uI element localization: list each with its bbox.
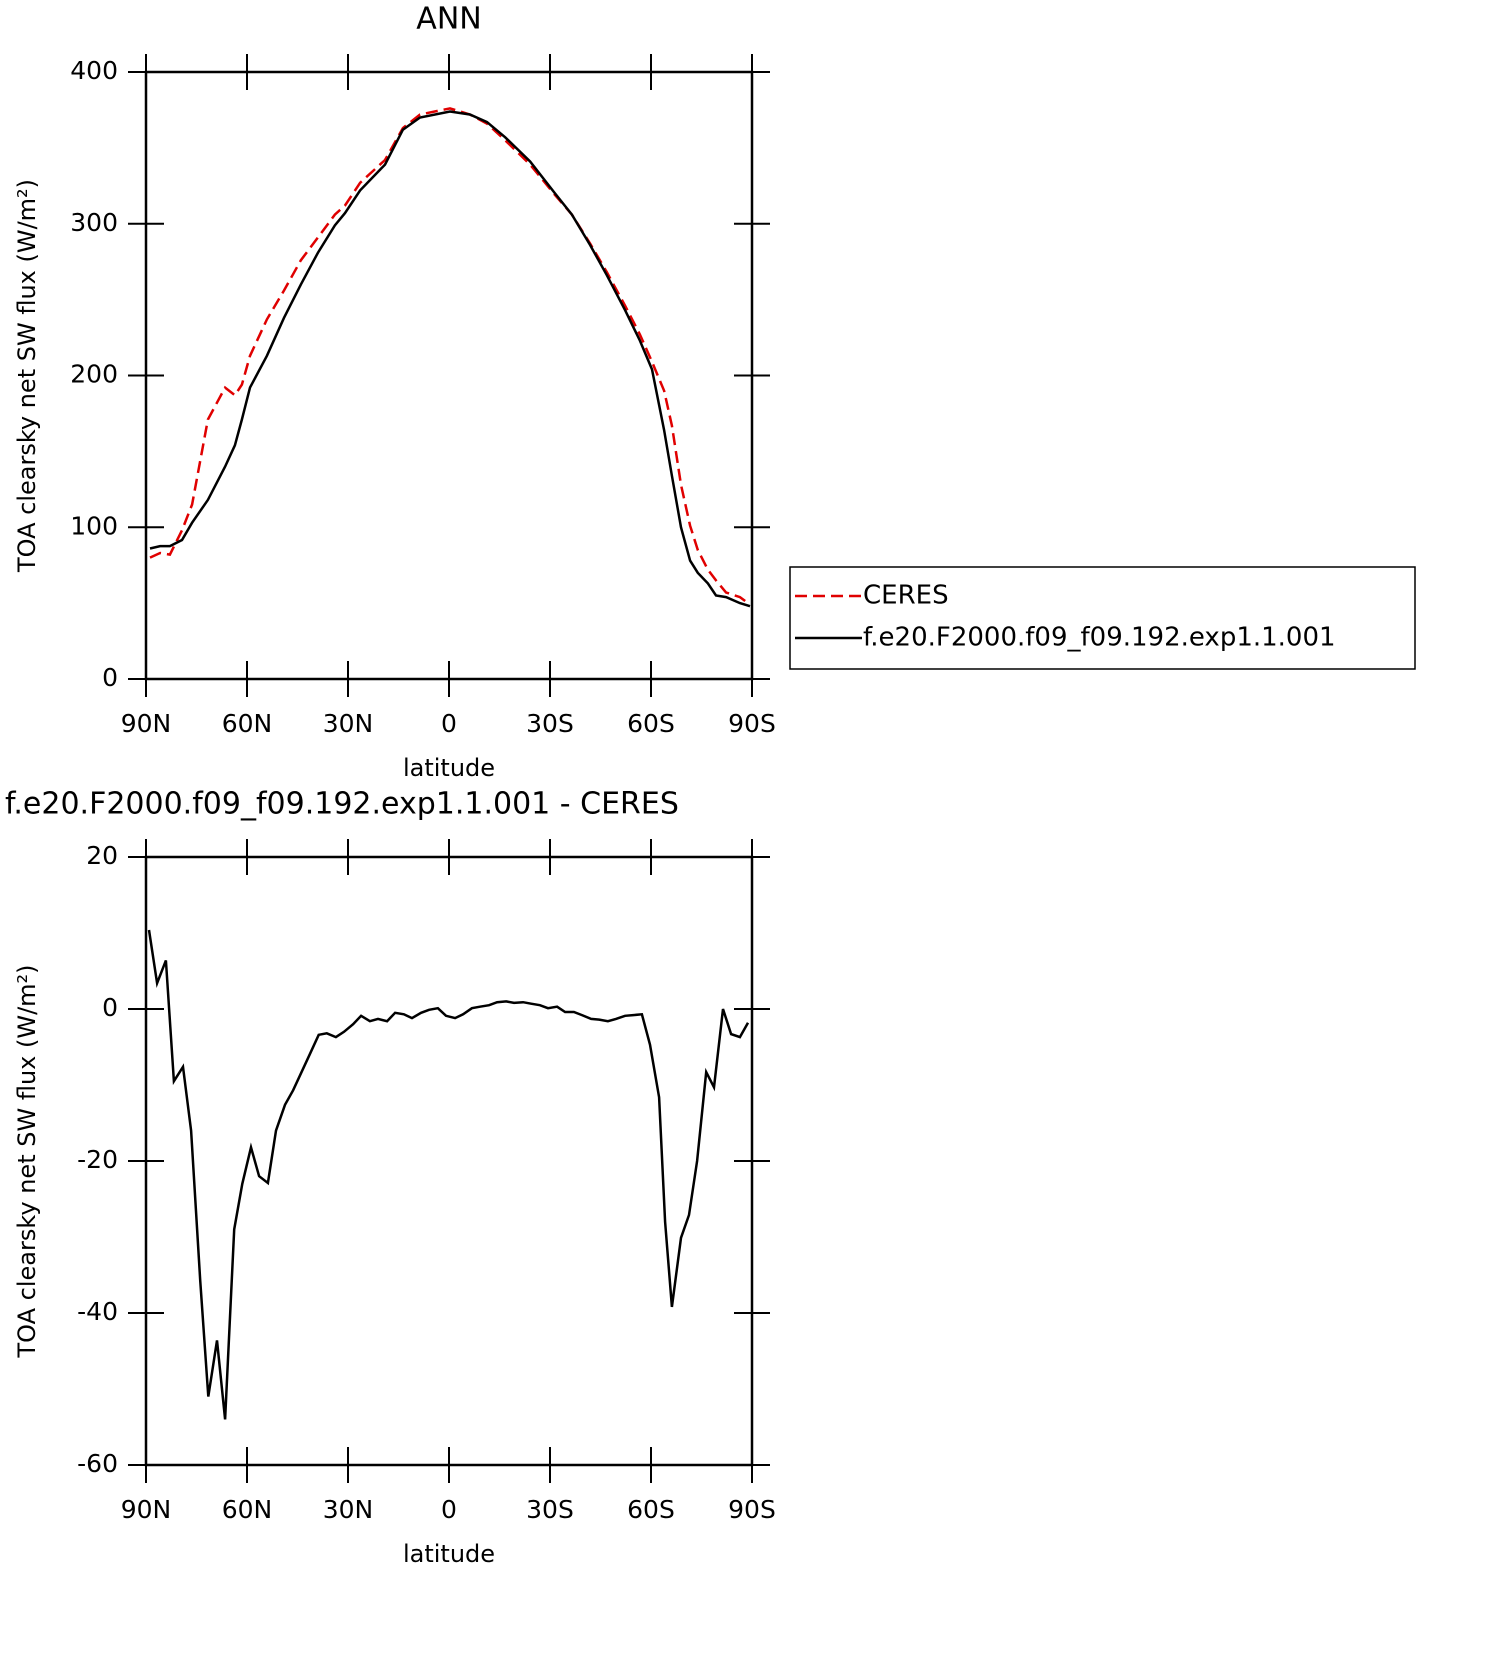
x-tick-label: 90S <box>728 709 776 738</box>
x-tick-label: 90N <box>121 709 172 738</box>
plot-frame <box>144 855 754 1467</box>
y-tick-label: 200 <box>70 360 118 389</box>
x-tick-label: 60N <box>222 1495 273 1524</box>
x-tick-label: 30N <box>323 709 374 738</box>
x-tick-label: 90S <box>728 1495 776 1524</box>
x-tick-label: 90N <box>121 1495 172 1524</box>
y-axis-label: TOA clearsky net SW flux (W/m²) <box>13 964 41 1358</box>
x-tick-label: 60S <box>627 1495 675 1524</box>
x-tick-label: 0 <box>441 709 457 738</box>
y-tick-label: -20 <box>77 1145 118 1174</box>
y-tick-label: 0 <box>102 993 118 1022</box>
x-axis-label: latitude <box>403 754 495 782</box>
chart-title: ANN <box>416 2 481 37</box>
chart-title: f.e20.F2000.f09_f09.192.exp1.1.001 - CER… <box>5 787 679 822</box>
y-axis-label: TOA clearsky net SW flux (W/m²) <box>13 179 41 573</box>
y-tick-label: -40 <box>77 1297 118 1326</box>
data-line <box>149 107 751 606</box>
x-tick-label: 30S <box>526 1495 574 1524</box>
x-tick-label: 60S <box>627 709 675 738</box>
data-line <box>147 929 750 1420</box>
y-tick-label: 0 <box>102 663 118 692</box>
x-tick-label: 0 <box>441 1495 457 1524</box>
y-tick-label: 100 <box>70 511 118 540</box>
data-line <box>149 110 751 608</box>
x-tick-label: 30S <box>526 709 574 738</box>
legend-box <box>789 566 1416 670</box>
x-tick-label: 30N <box>323 1495 374 1524</box>
y-tick-label: 300 <box>70 208 118 237</box>
x-tick-label: 60N <box>222 709 273 738</box>
y-tick-label: 400 <box>70 56 118 85</box>
y-tick-label: -60 <box>77 1449 118 1478</box>
plot-frame <box>144 70 754 681</box>
legend-label: f.e20.F2000.f09_f09.192.exp1.1.001 <box>863 623 1336 653</box>
y-tick-label: 20 <box>86 841 118 870</box>
x-axis-label: latitude <box>403 1540 495 1568</box>
legend-label: CERES <box>863 581 949 611</box>
